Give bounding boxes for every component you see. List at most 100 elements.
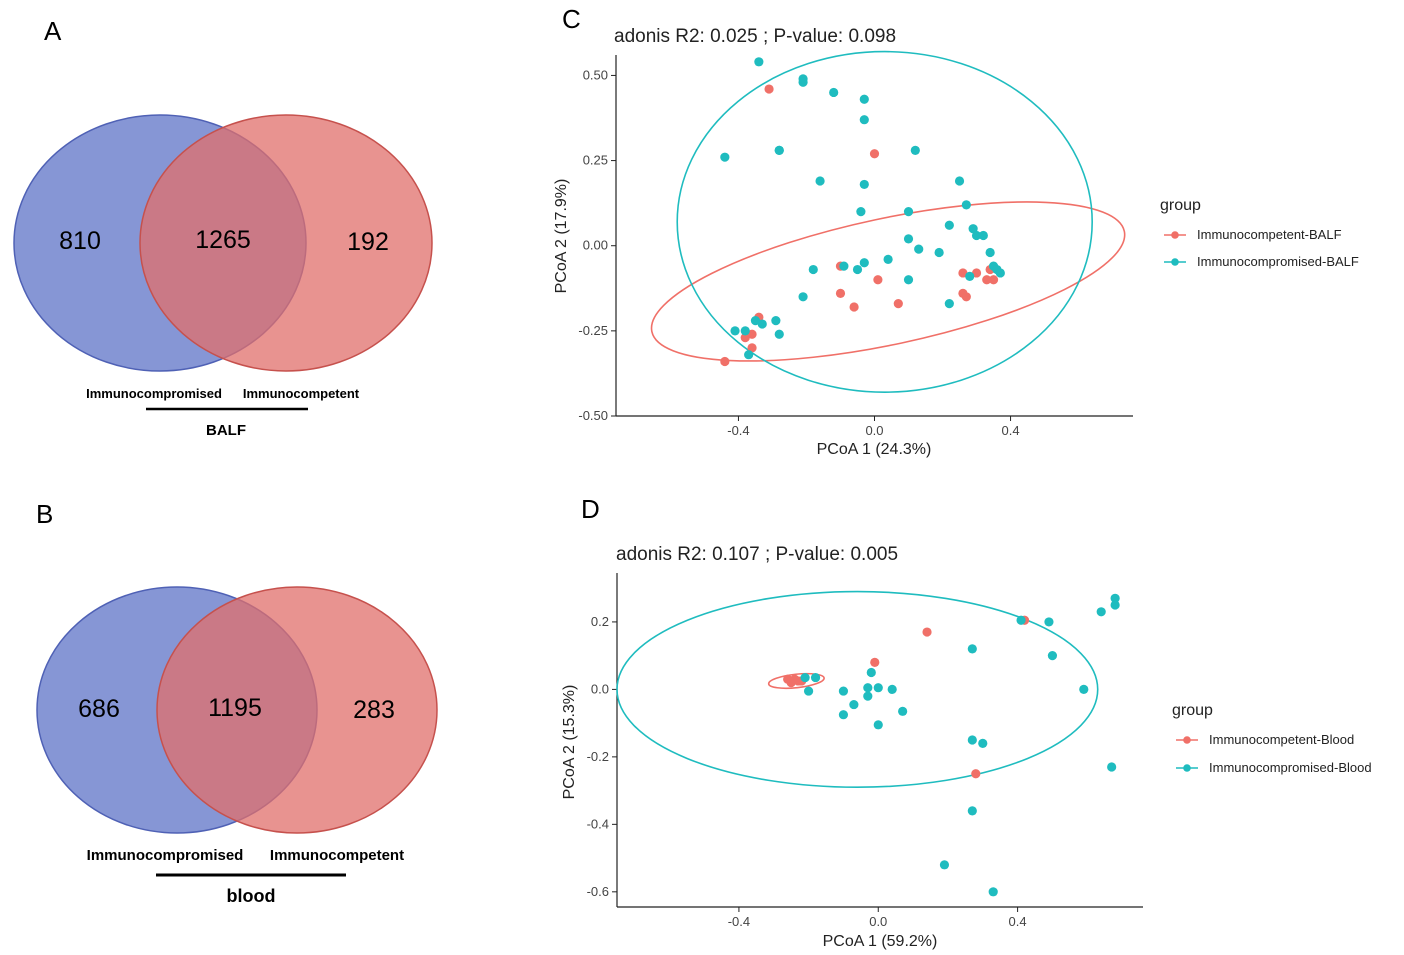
chart-c-point-immunocompromised	[995, 268, 1005, 278]
legend-c-label-immunocompromised: Immunocompromised-BALF	[1197, 254, 1359, 269]
chart-c-point-immunocompromised	[754, 57, 764, 67]
chart-c-point-immunocompromised	[798, 292, 808, 302]
chart-c-point-immunocompromised	[985, 247, 995, 258]
chart-d-point-immunocompromised	[863, 683, 873, 693]
venn-a-shared-count: 1265	[195, 226, 251, 254]
legend-d-key-immunocompromised	[1183, 764, 1191, 772]
legend-d-key-immunocompetent	[1183, 736, 1191, 744]
chart-d-point-immunocompromised	[838, 710, 849, 720]
chart-d-y-axis-title: PCoA 2 (15.3%)	[561, 685, 578, 800]
chart-c-y-axis-title: PCoA 2 (17.9%)	[553, 179, 570, 294]
chart-d-plot-area: -0.6 -0.4 -0.2 0.0 0.2 -0.4 0.0 0.4	[587, 573, 1143, 929]
chart-c-point-immunocompetent	[971, 268, 982, 278]
chart-c-y-tick-label: -0.25	[578, 323, 608, 338]
chart-c-point-immunocompetent	[869, 149, 880, 159]
chart-d-point-immunocompromised	[838, 686, 849, 696]
chart-c-ellipse-immunocompetent	[650, 201, 1126, 362]
chart-d-y-tick-label: 0.0	[591, 681, 609, 696]
chart-c-point-immunocompetent	[764, 84, 774, 94]
venn-b-immunocompetent-circle	[156, 586, 438, 834]
chart-c-point-immunocompromised	[954, 176, 965, 186]
panel-letter-d: D	[581, 494, 600, 524]
venn-a-immunocompetent-circle	[139, 114, 433, 372]
pcoa-panel-c: C adonis R2: 0.025 ; P-value: 0.098 -0.5…	[553, 4, 1359, 458]
venn-b-shared-count: 1195	[208, 694, 262, 722]
chart-c-point-immunocompetent	[893, 299, 903, 309]
chart-c-point-immunocompromised	[798, 77, 808, 87]
legend-d-label-immunocompromised: Immunocompromised-Blood	[1209, 760, 1372, 775]
chart-c-point-immunocompromised	[859, 94, 869, 104]
chart-c-legend: group Immunocompetent-BALF Immunocomprom…	[1160, 197, 1359, 269]
chart-c-point-immunocompromised	[961, 200, 971, 210]
chart-d-point-immunocompromised	[1107, 762, 1117, 772]
legend-c-key-immunocompetent	[1171, 231, 1179, 239]
chart-d-title: adonis R2: 0.107 ; P-value: 0.005	[616, 544, 898, 565]
chart-d-x-axis-title: PCoA 1 (59.2%)	[823, 933, 938, 950]
chart-d-point-immunocompetent	[971, 769, 981, 779]
chart-c-point-immunocompromised	[852, 264, 863, 275]
chart-d-point-immunocompromised	[978, 738, 988, 748]
chart-c-point-immunocompromised	[771, 316, 781, 326]
chart-d-point-immunocompromised	[863, 691, 873, 701]
venn-b-sample-label: blood	[227, 886, 276, 906]
chart-d-point-immunocompromised	[1016, 615, 1026, 625]
chart-c-y-tick-label: 0.50	[583, 67, 608, 82]
chart-c-y-tick-label: 0.25	[583, 153, 608, 168]
venn-a-sample-label: BALF	[206, 422, 246, 439]
chart-d-point-immunocompromised	[873, 720, 883, 730]
venn-a-left-count: 810	[59, 227, 101, 255]
chart-d-x-tick-label: 0.4	[1009, 914, 1027, 929]
chart-d-point-immunocompetent	[793, 676, 803, 686]
venn-b-right-count: 283	[353, 696, 395, 724]
chart-c-point-immunocompetent	[747, 343, 757, 353]
chart-d-x-tick-label: -0.4	[728, 914, 750, 929]
chart-d-point-immunocompetent	[786, 678, 796, 688]
venn-panel-b: B 686 1195 283 Immunocompromised Immunoc…	[36, 499, 438, 906]
chart-d-point-immunocompromised	[1079, 684, 1089, 694]
chart-c-point-immunocompromised	[859, 179, 869, 190]
chart-c-x-tick-label: 0.4	[1002, 423, 1020, 438]
chart-c-title: adonis R2: 0.025 ; P-value: 0.098	[614, 26, 896, 47]
chart-c-point-immunocompromised	[903, 234, 914, 244]
chart-c-point-immunocompetent	[958, 268, 968, 278]
chart-d-point-immunocompromised	[800, 672, 810, 683]
chart-c-point-immunocompromised	[740, 326, 750, 336]
chart-c-point-immunocompetent	[747, 329, 757, 339]
chart-d-y-tick-label: 0.2	[591, 614, 609, 629]
venn-b-left-label: Immunocompromised	[87, 847, 244, 864]
chart-c-point-immunocompromised	[914, 244, 924, 254]
chart-c-point-immunocompetent	[873, 275, 883, 285]
chart-c-point-immunocompromised	[934, 247, 944, 258]
chart-c-ellipse-immunocompromised	[676, 50, 1093, 393]
chart-d-y-tick-label: -0.6	[587, 884, 609, 899]
chart-d-point-immunocompromised	[939, 860, 950, 870]
legend-c-key-immunocompromised	[1171, 258, 1179, 266]
chart-d-point-immunocompromised	[1047, 651, 1058, 661]
chart-d-point-immunocompromised	[967, 735, 977, 745]
pcoa-panel-d: D adonis R2: 0.107 ; P-value: 0.005 -0.6…	[561, 494, 1372, 950]
chart-d-point-immunocompromised	[898, 706, 908, 716]
chart-d-point-immunocompromised	[803, 686, 814, 696]
chart-c-point-immunocompromised	[757, 319, 767, 329]
chart-c-point-immunocompetent	[988, 275, 999, 285]
chart-d-y-tick-label: -0.2	[587, 749, 609, 764]
chart-c-point-immunocompromised	[978, 230, 988, 241]
chart-d-point-immunocompromised	[1044, 617, 1054, 627]
chart-d-point-immunocompromised	[967, 644, 977, 654]
chart-c-point-immunocompromised	[720, 152, 730, 162]
chart-c-point-immunocompromised	[859, 258, 869, 268]
chart-d-point-immunocompromised	[873, 683, 883, 693]
venn-a-right-count: 192	[347, 228, 389, 256]
venn-a-right-label: Immunocompetent	[243, 386, 360, 401]
chart-d-point-immunocompromised	[967, 806, 977, 816]
chart-c-point-immunocompromised	[829, 87, 839, 98]
chart-d-point-immunocompromised	[1096, 607, 1106, 617]
chart-d-ellipse-immunocompromised	[616, 590, 1099, 789]
chart-c-y-tick-label: 0.00	[583, 238, 608, 253]
chart-c-point-immunocompromised	[903, 207, 914, 217]
chart-c-x-axis-title: PCoA 1 (24.3%)	[817, 441, 932, 458]
panel-letter-b: B	[36, 499, 53, 529]
chart-d-point-immunocompromised	[1110, 600, 1120, 610]
chart-d-y-tick-label: -0.4	[587, 816, 609, 831]
